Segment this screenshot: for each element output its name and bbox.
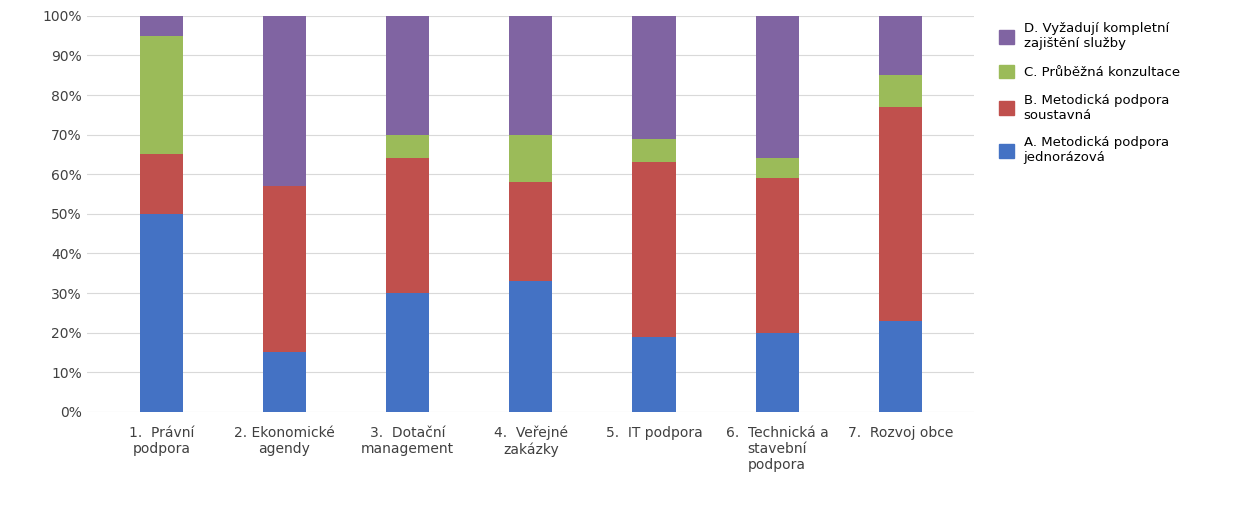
Bar bbox=[510, 16, 552, 135]
Bar bbox=[140, 155, 182, 214]
Bar bbox=[879, 75, 922, 107]
Bar bbox=[140, 16, 182, 36]
Bar bbox=[879, 16, 922, 76]
Bar bbox=[632, 139, 676, 163]
Bar bbox=[264, 16, 306, 186]
Bar bbox=[386, 158, 430, 293]
Bar bbox=[879, 321, 922, 412]
Bar bbox=[756, 16, 798, 158]
Bar bbox=[756, 333, 798, 412]
Bar bbox=[386, 293, 430, 412]
Bar bbox=[632, 337, 676, 412]
Bar bbox=[879, 107, 922, 321]
Bar bbox=[140, 36, 182, 154]
Bar bbox=[756, 158, 798, 178]
Bar bbox=[510, 281, 552, 412]
Bar bbox=[386, 16, 430, 135]
Legend: D. Vyžadují kompletní
zajištění služby, C. Průběžná konzultace, B. Metodická pod: D. Vyžadují kompletní zajištění služby, … bbox=[998, 22, 1180, 164]
Bar bbox=[386, 135, 430, 158]
Bar bbox=[510, 135, 552, 182]
Bar bbox=[264, 353, 306, 412]
Bar bbox=[510, 182, 552, 281]
Bar bbox=[632, 16, 676, 139]
Bar bbox=[140, 214, 182, 412]
Bar bbox=[632, 163, 676, 337]
Bar bbox=[756, 178, 798, 333]
Bar bbox=[264, 186, 306, 353]
